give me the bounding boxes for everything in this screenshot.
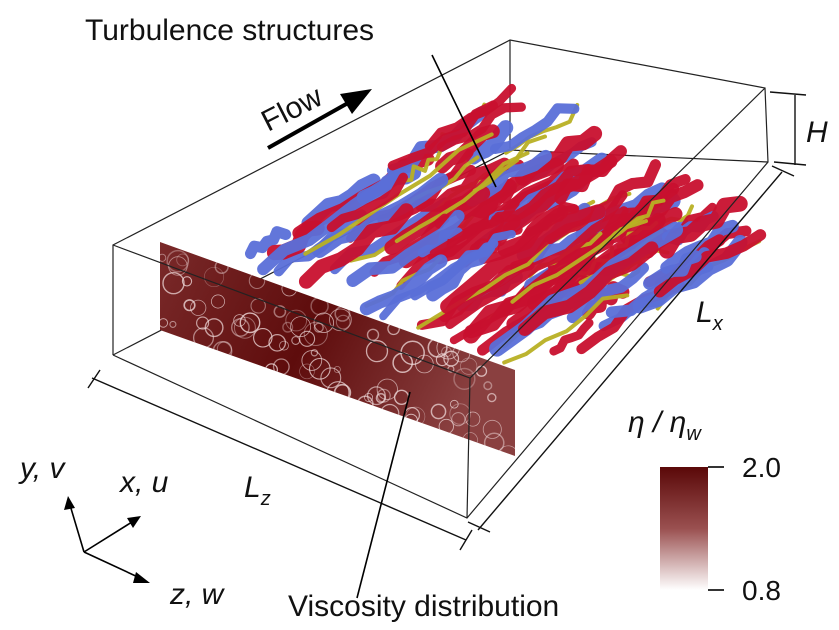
axis-z-label: z, w	[169, 578, 226, 611]
colorbar-tick-label: 0.8	[742, 575, 781, 606]
axis-arrow	[84, 552, 140, 578]
dimension-tick	[774, 162, 806, 165]
colorbar-title: η / ηw	[628, 406, 702, 445]
dimension-tick	[88, 370, 100, 388]
label-main: L	[244, 471, 261, 504]
label-main: η / η	[628, 406, 686, 439]
arrow-head	[64, 496, 75, 510]
colorbar	[660, 467, 708, 590]
lx-label: Lx	[696, 296, 724, 335]
dimension-tick	[770, 92, 806, 95]
dimension-tick	[772, 166, 794, 176]
axes-triad	[64, 496, 150, 583]
label-sub: w	[686, 423, 702, 445]
label-sub: x	[712, 313, 724, 335]
leader-line	[357, 392, 410, 598]
label-main: H	[806, 116, 828, 149]
page: {"labels": { "turbulence": "Turbulence s…	[0, 0, 839, 625]
lz-label: Lz	[244, 471, 271, 510]
axis-x-label: x, u	[118, 466, 169, 499]
axis-arrow	[84, 522, 132, 552]
axis-arrow	[70, 505, 84, 552]
arrow-head	[127, 516, 141, 528]
label-main: L	[696, 296, 713, 329]
colorbar-tick-label: 2.0	[742, 452, 781, 483]
viscosity-slice	[159, 242, 519, 466]
flow-arrow-head	[340, 89, 372, 114]
viscosity-label: Viscosity distribution	[288, 590, 559, 623]
arrow-head	[133, 572, 150, 583]
dimension-tick	[460, 530, 472, 550]
turbulence-label: Turbulence structures	[85, 14, 374, 47]
label-sub: z	[260, 488, 271, 510]
axis-y-label: y, v	[18, 452, 66, 485]
height-label: H	[806, 116, 828, 149]
figure: Flow Turbulence structures Viscosity dis…	[0, 0, 839, 625]
flow-label: Flow	[256, 80, 328, 138]
colorbar-ticks: 2.0 0.8	[708, 452, 781, 606]
